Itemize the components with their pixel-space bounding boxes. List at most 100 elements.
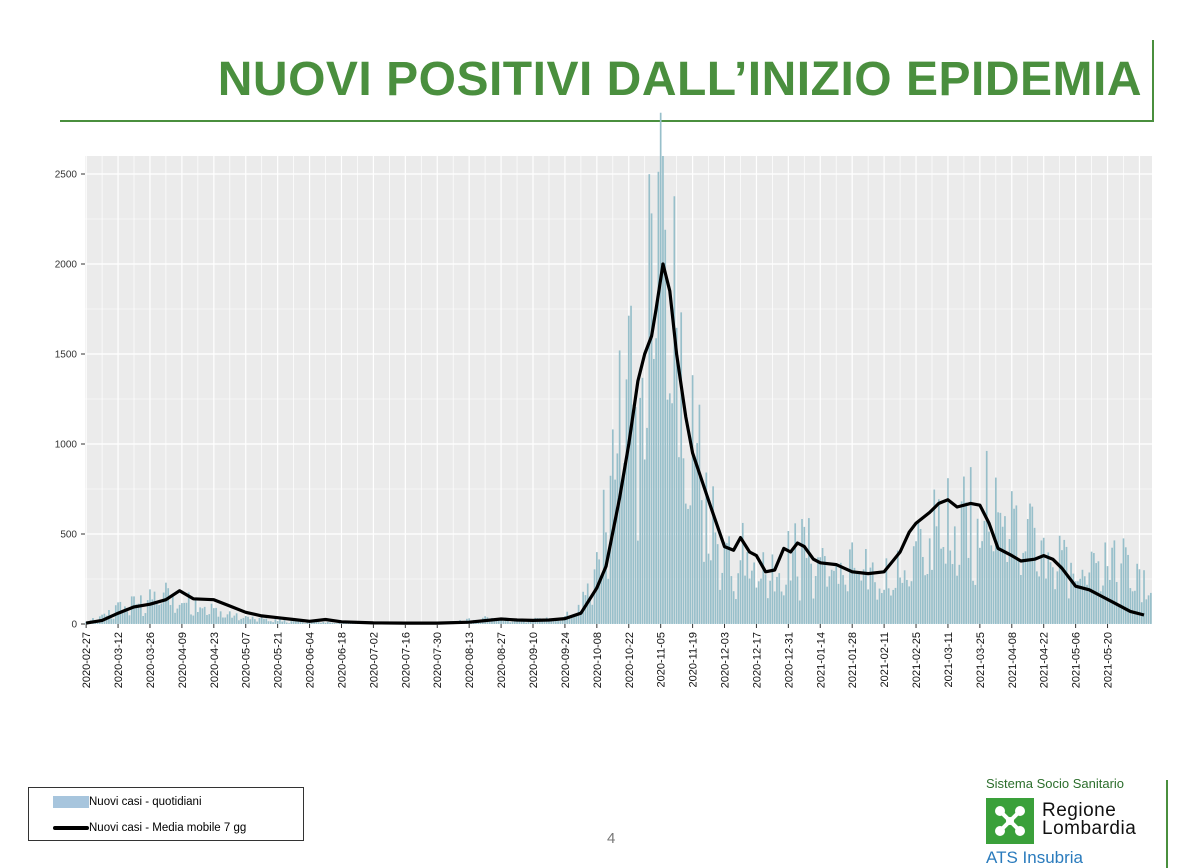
daily-bar [627,315,630,624]
x-tick-label: 2020-03-12 [113,632,125,688]
daily-bar [1097,561,1100,624]
daily-bar [694,462,696,624]
daily-bar [664,229,667,624]
daily-bar [151,599,154,624]
daily-bar [862,569,865,624]
daily-bar [570,616,573,624]
daily-bar [523,620,525,624]
daily-bar [1102,585,1104,624]
daily-bar [947,478,949,624]
x-tick-label: 2021-04-22 [1039,632,1051,688]
daily-bar [169,605,172,624]
daily-bar [721,572,724,624]
daily-bar [340,623,343,624]
daily-bar [762,552,765,624]
daily-bar [659,112,662,624]
daily-bar [990,545,993,624]
daily-bar [607,578,610,624]
daily-bar [906,579,908,624]
daily-bar [983,520,986,624]
legend-line-label: Nuovi casi - Media mobile 7 gg [89,822,247,834]
daily-bar [716,544,719,624]
daily-bar [974,584,977,624]
daily-bar [329,622,331,624]
daily-bar [771,554,774,624]
x-tick-label: 2020-08-27 [496,632,508,688]
daily-bar [814,576,817,624]
daily-bar [689,505,692,624]
daily-bar [937,499,940,624]
daily-bar [869,567,872,624]
daily-bar [285,622,288,624]
daily-bar [529,620,532,624]
daily-bar [548,619,550,624]
daily-bar [821,548,824,624]
daily-bar [1090,551,1093,624]
daily-bar [789,580,792,624]
daily-bar [650,213,653,624]
daily-bar [1081,569,1084,624]
daily-bar [976,518,979,624]
daily-bar [621,480,623,624]
x-tick-label: 2020-07-30 [432,632,444,688]
daily-bar [903,570,906,624]
daily-bar [1042,537,1045,624]
daily-bar [972,580,974,624]
daily-bar [782,595,785,624]
daily-bar [324,622,327,624]
daily-bar [174,612,176,624]
daily-bar [233,615,236,624]
daily-bar [1036,571,1038,624]
moving-average-line [85,262,1145,625]
daily-bar [940,548,942,624]
daily-bar [162,592,165,624]
daily-bar [992,551,995,624]
daily-bar [826,586,828,624]
legend-line-swatch [53,826,89,830]
daily-bar [892,589,895,624]
title-underline [60,120,1154,122]
daily-bar [133,596,135,624]
daily-bar [1015,505,1018,624]
daily-bar [247,616,249,624]
daily-bar [194,598,197,624]
daily-bar [614,479,616,624]
daily-bar [652,358,655,624]
daily-bar [755,587,758,624]
daily-bar [1070,562,1072,624]
x-tick-label: 2020-07-16 [400,632,412,688]
daily-bar [338,622,341,624]
daily-bar [313,621,315,624]
daily-bar [933,489,936,624]
daily-bar [224,617,227,624]
daily-bar [1033,527,1036,624]
daily-bar [573,616,575,624]
daily-bar [668,393,671,624]
daily-bar [949,550,952,624]
daily-bar [1150,592,1152,624]
x-axis: 2020-02-27 2020-03-12 2020-03-26 2020-04-09… [81,624,1115,688]
daily-bar [618,350,621,624]
daily-bar [860,580,863,624]
x-tick-label: 2021-03-25 [975,632,987,688]
y-tick-label: 500 [60,530,77,541]
x-tick-label: 2020-12-17 [751,632,763,688]
daily-bar [819,557,822,624]
daily-bar [1077,581,1079,624]
daily-bar [110,618,113,624]
daily-bar [926,574,929,624]
daily-bar [602,489,605,624]
daily-bar [121,612,124,624]
daily-bar [187,592,190,624]
daily-bar [867,589,869,624]
daily-bar [823,556,826,624]
daily-bar [331,622,334,624]
daily-bar [703,561,705,624]
daily-bar [896,550,899,624]
daily-bar [639,397,641,624]
daily-bar [880,593,883,624]
daily-bar [924,575,926,624]
daily-bar [801,519,803,624]
daily-bar [719,589,721,624]
daily-bar [999,512,1002,624]
